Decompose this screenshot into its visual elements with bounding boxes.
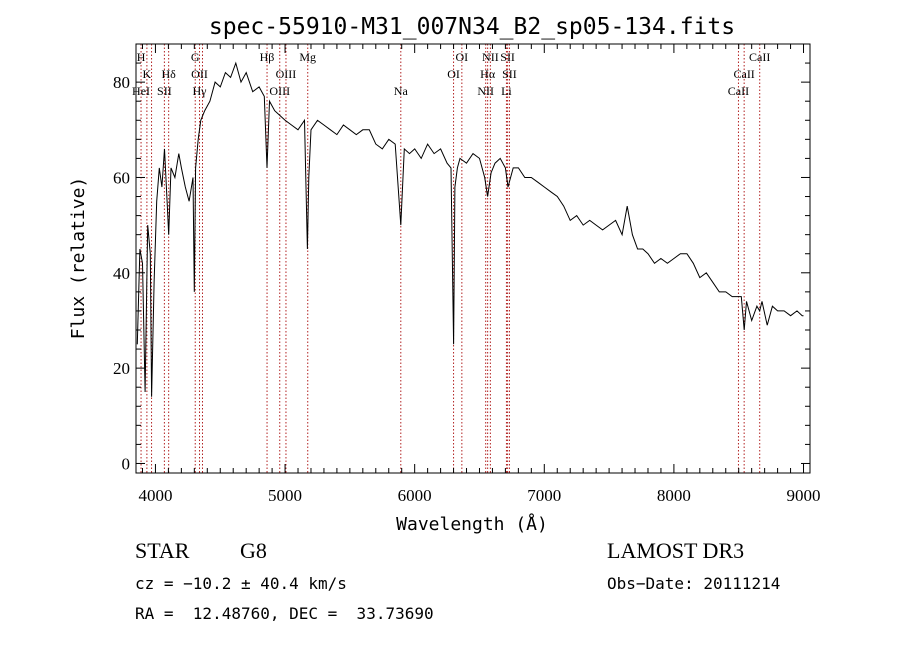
x-axis-label: Wavelength (Å) xyxy=(396,513,548,535)
line-annotation: Hγ xyxy=(193,84,208,98)
line-annotation: SII xyxy=(502,67,517,81)
line-annotation: Na xyxy=(394,84,409,98)
line-annotation: OIII xyxy=(269,84,290,98)
plot-frame xyxy=(135,43,811,474)
chart-title: spec-55910-M31_007N34_B2_sp05-134.fits xyxy=(209,14,735,40)
y-tick-label: 60 xyxy=(113,168,130,187)
line-annotation: Hδ xyxy=(161,67,176,81)
subclass-label: G8 xyxy=(240,538,267,563)
y-tick-label: 80 xyxy=(113,73,130,92)
x-tick-label: 7000 xyxy=(527,486,561,505)
line-annotation: Mg xyxy=(299,50,316,64)
y-tick-label: 40 xyxy=(113,264,130,283)
spectrum-chart: spec-55910-M31_007N34_B2_sp05-134.fits H… xyxy=(68,14,821,535)
class-label: STAR xyxy=(135,538,190,563)
x-tick-label: 8000 xyxy=(657,486,691,505)
obs-date: Obs−Date: 20111214 xyxy=(607,574,781,593)
line-annotation: Hβ xyxy=(260,50,275,64)
line-annotation: CaII xyxy=(733,67,754,81)
line-annotation: Li xyxy=(501,84,512,98)
line-annotation: G xyxy=(191,50,200,64)
line-annotation: CaII xyxy=(728,84,749,98)
line-annotation: SII xyxy=(500,50,515,64)
x-tick-label: 6000 xyxy=(398,486,432,505)
line-annotation: CaII xyxy=(749,50,770,64)
line-annotation: SII xyxy=(157,84,172,98)
y-tick-label: 0 xyxy=(122,454,131,473)
line-annotation: H xyxy=(137,50,146,64)
y-axis-ticks: 0 20 40 60 80 xyxy=(113,62,810,473)
coordinates: RA = 12.48760, DEC = 33.73690 xyxy=(135,604,434,623)
line-annotation: OIII xyxy=(276,67,297,81)
line-annotation: K xyxy=(143,67,152,81)
y-tick-label: 20 xyxy=(113,359,130,378)
line-annotation: NII xyxy=(482,50,499,64)
line-annotation: OII xyxy=(191,67,208,81)
line-annotation: OI xyxy=(447,67,460,81)
survey-label: LAMOST DR3 xyxy=(607,538,745,563)
x-tick-label: 9000 xyxy=(787,486,821,505)
line-annotation: HeI xyxy=(132,84,150,98)
line-annotation: Hα xyxy=(480,67,496,81)
spectrum-line xyxy=(136,61,804,397)
line-annotation: OI xyxy=(456,50,469,64)
redshift-readout: cz = −10.2 ± 40.4 km/s xyxy=(135,574,347,593)
x-axis-ticks: 4000 5000 6000 7000 8000 9000 xyxy=(138,44,821,505)
x-tick-label: 4000 xyxy=(138,486,172,505)
x-tick-label: 5000 xyxy=(268,486,302,505)
line-markers xyxy=(140,44,761,473)
line-annotation: NII xyxy=(477,84,494,98)
y-axis-label: Flux (relative) xyxy=(68,177,89,340)
